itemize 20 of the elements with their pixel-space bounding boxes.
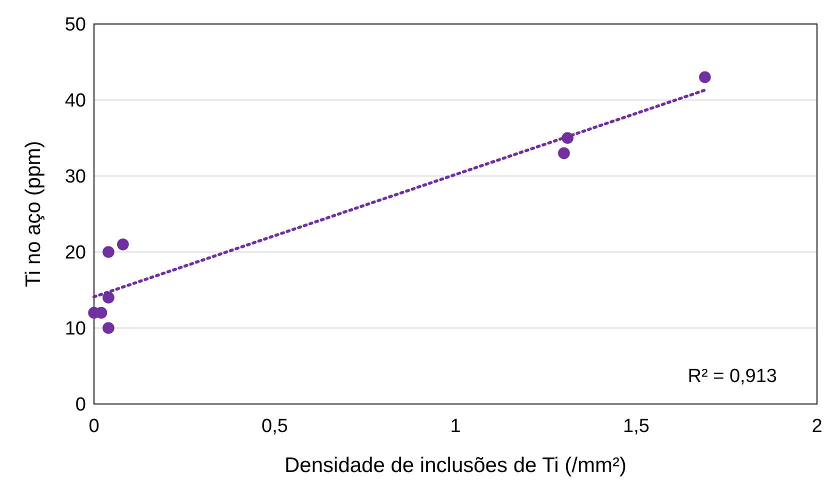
y-tick-label: 40 bbox=[64, 90, 86, 112]
x-tick-label: 2 bbox=[812, 416, 822, 437]
annotation: R² = 0,913 bbox=[688, 366, 777, 387]
x-axis-title: Densidade de inclusões de Ti (/mm²) bbox=[284, 454, 626, 477]
y-tick-label: 10 bbox=[64, 318, 86, 340]
y-tick-label: 30 bbox=[64, 166, 86, 188]
point bbox=[558, 147, 570, 160]
point bbox=[117, 238, 129, 250]
x-tick-label: 0 bbox=[88, 416, 100, 437]
x-tick-label: 0,5 bbox=[262, 416, 288, 437]
point bbox=[699, 71, 711, 84]
point bbox=[102, 322, 114, 334]
y-tick-label: 50 bbox=[64, 14, 86, 36]
y-tick-label: 0 bbox=[75, 394, 86, 416]
x-tick-label: 1 bbox=[450, 416, 461, 437]
y-tick-label: 20 bbox=[64, 242, 86, 264]
point bbox=[102, 292, 114, 304]
x-tick-label: 1,5 bbox=[623, 416, 650, 437]
point bbox=[102, 246, 114, 258]
y-axis-title: Ti no aço (ppm) bbox=[22, 140, 45, 288]
